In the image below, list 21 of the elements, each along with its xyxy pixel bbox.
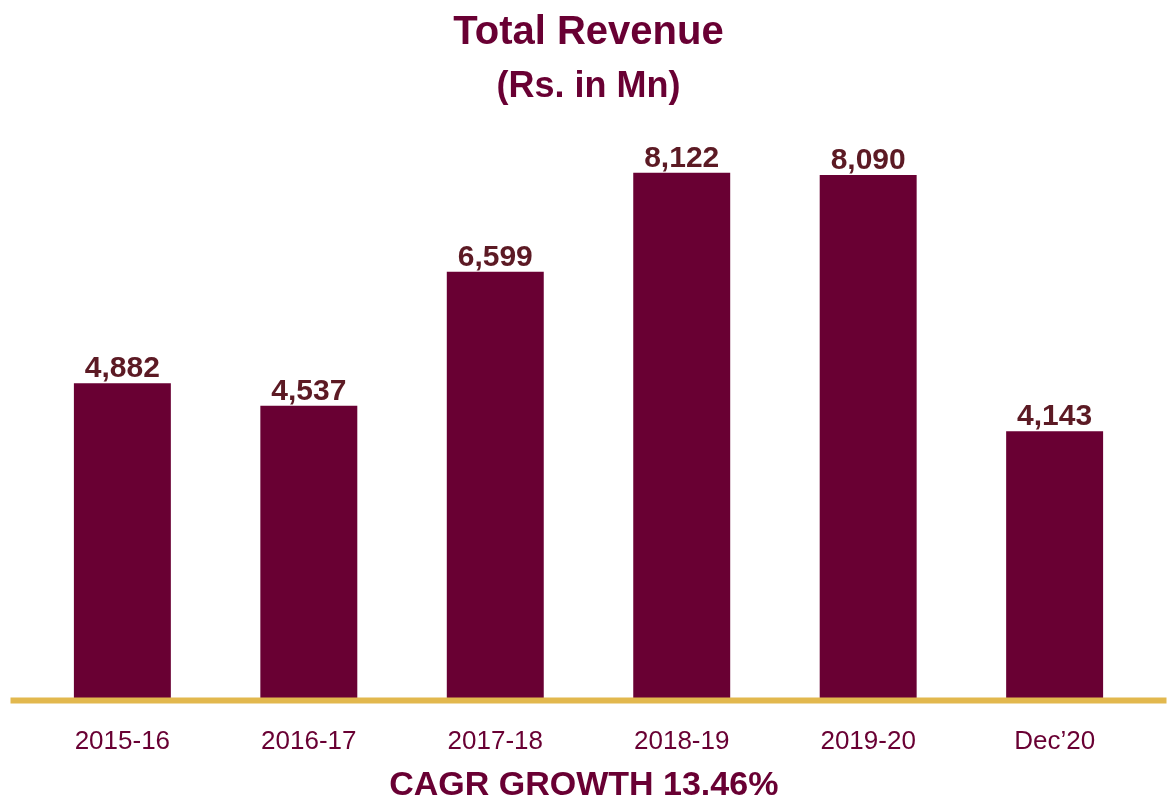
data-label: 6,599 [457,238,533,272]
data-label: 4,537 [271,372,347,406]
bar [1006,431,1104,701]
bar [633,172,731,701]
chart-title: Total Revenue [453,7,724,52]
data-label: 8,122 [644,139,720,173]
x-tick-label: Dec’20 [1014,724,1096,755]
data-label: 4,882 [84,350,160,384]
x-tick-label: 2017-18 [447,724,543,755]
x-tick-label: 2016-17 [261,724,357,755]
data-label: 8,090 [830,141,906,175]
x-tick-label: 2019-20 [820,724,916,755]
chart-subtitle: (Rs. in Mn) [496,63,681,105]
bar [446,271,544,701]
bar [73,383,171,701]
x-tick-label: 2018-19 [634,724,730,755]
bar [819,174,917,701]
text: CAGR GROWTH 13.46% [389,763,779,802]
data-label: 4,143 [1017,398,1093,432]
bar [260,405,358,701]
x-tick-label: 2015-16 [74,724,171,755]
